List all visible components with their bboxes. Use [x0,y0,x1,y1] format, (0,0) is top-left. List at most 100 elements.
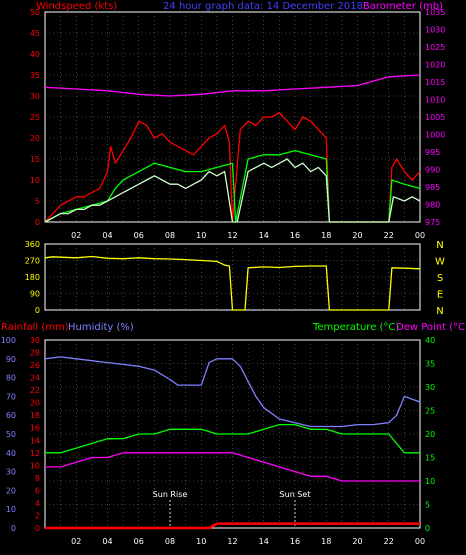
direction-tick: 270 [25,257,40,266]
rainfall-tick: 30 [30,336,40,345]
compass-label-1: W [435,257,445,268]
windspeed-tick: 50 [30,8,40,17]
windspeed-tick: 20 [30,134,40,143]
windspeed-tick: 15 [30,155,40,164]
sunset-label: Sun Set [280,490,311,499]
temperature-axis-title: Temperature (°C) [312,322,399,333]
temperature-tick: 40 [425,336,435,345]
temperature-tick: 5 [425,501,430,510]
rainfall-tick: 22 [30,386,40,395]
climate-hour-tick: 20 [352,537,362,546]
compass-label-4: N [436,306,443,317]
series-humidity-line [44,356,421,428]
rainfall-tick: 2 [35,511,40,520]
barometer-tick: 980 [425,201,440,210]
barometer-axis-title: Barometer (mb) [363,1,443,12]
barometer-tick: 1005 [425,113,445,122]
windspeed-tick: 25 [30,113,40,122]
climate-hour-tick: 16 [290,537,300,546]
wind-hour-tick: 08 [165,231,175,240]
series-temperature-line [45,423,420,454]
wind-hour-tick: 12 [227,231,237,240]
humidity-tick: 60 [6,411,16,420]
climate-hour-tick: 22 [384,537,394,546]
wind-hour-tick: 18 [321,231,331,240]
wind-hour-tick: 16 [290,231,300,240]
temperature-tick: 10 [425,477,435,486]
series-rainfall-line [45,522,420,530]
temperature-tick: 15 [425,454,435,463]
wind-hour-tick: 22 [384,231,394,240]
climate-hour-tick: 10 [196,537,206,546]
barometer-tick: 975 [425,218,440,227]
barometer-tick: 1030 [425,26,445,35]
direction-tick: 180 [25,273,40,282]
humidity-tick: 100 [1,336,16,345]
climate-hour-tick: 02 [71,537,81,546]
rainfall-tick: 26 [30,361,40,370]
windspeed-axis-title: Windspeed (kts) [36,1,117,12]
direction-tick: 0 [35,306,40,315]
rainfall-tick: 12 [30,449,40,458]
windspeed-tick: 45 [30,29,40,38]
barometer-tick: 985 [425,183,440,192]
wind-hour-tick: 10 [196,231,206,240]
compass-label-0: N [436,240,443,251]
series-dewpoint-line [45,452,420,482]
humidity-tick: 50 [6,430,16,439]
humidity-tick: 40 [6,449,16,458]
rainfall-tick: 28 [30,349,40,358]
windspeed-tick: 0 [35,218,40,227]
climate-hour-tick: 12 [227,537,237,546]
humidity-tick: 10 [6,505,16,514]
humidity-tick: 20 [6,486,16,495]
temperature-tick: 30 [425,383,435,392]
wind-hour-tick: 00 [415,231,425,240]
rainfall-tick: 14 [30,436,40,445]
climate-hour-tick: 00 [415,537,425,546]
climate-hour-tick: 04 [102,537,112,546]
graph-date-title: 24 hour graph data: 14 December 2018 [163,1,363,12]
compass-label-2: S [437,273,443,284]
rainfall-tick: 20 [30,399,40,408]
rainfall-tick: 6 [35,486,40,495]
series-barometer-line [44,74,421,97]
humidity-tick: 0 [11,524,16,533]
barometer-tick: 1010 [425,96,445,105]
climate-hour-tick: 06 [134,537,144,546]
humidity-tick: 90 [6,355,16,364]
barometer-tick: 1000 [425,131,445,140]
windspeed-tick: 30 [30,92,40,101]
wind-hour-tick: 20 [352,231,362,240]
rainfall-tick: 0 [35,524,40,533]
rainfall-tick: 8 [35,474,40,483]
series-direction-line [44,255,421,311]
wind-hour-tick: 14 [259,231,269,240]
series-lull-line [44,158,421,223]
temperature-tick: 25 [425,407,435,416]
rainfall-tick: 10 [30,461,40,470]
climate-hour-tick: 18 [321,537,331,546]
windspeed-tick: 5 [35,197,40,206]
windspeed-tick: 35 [30,71,40,80]
windspeed-tick: 10 [30,176,40,185]
barometer-tick: 995 [425,148,440,157]
wind-hour-tick: 04 [102,231,112,240]
temperature-tick: 35 [425,360,435,369]
temperature-tick: 20 [425,430,435,439]
rainfall-axis-title: Rainfall (mm) [1,322,69,333]
humidity-axis-title: Humidity (%) [68,322,134,333]
barometer-tick: 1020 [425,61,445,70]
climate-hour-tick: 14 [259,537,269,546]
wind-hour-tick: 02 [71,231,81,240]
humidity-tick: 70 [6,392,16,401]
windspeed-tick: 40 [30,50,40,59]
rainfall-tick: 4 [35,499,40,508]
rainfall-tick: 16 [30,424,40,433]
direction-tick: 360 [25,240,40,249]
climate-hour-tick: 08 [165,537,175,546]
wind-hour-tick: 06 [134,231,144,240]
humidity-tick: 30 [6,468,16,477]
